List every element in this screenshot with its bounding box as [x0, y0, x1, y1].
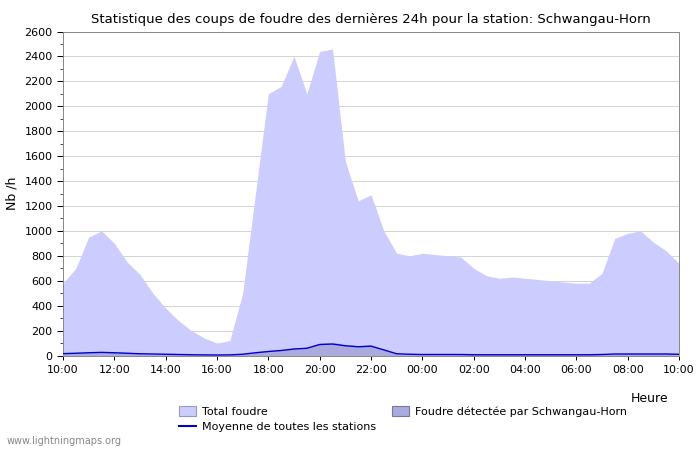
Y-axis label: Nb /h: Nb /h	[6, 177, 19, 210]
Text: www.lightningmaps.org: www.lightningmaps.org	[7, 436, 122, 446]
Legend: Total foudre, Moyenne de toutes les stations, Foudre détectée par Schwangau-Horn: Total foudre, Moyenne de toutes les stat…	[179, 406, 626, 432]
Title: Statistique des coups de foudre des dernières 24h pour la station: Schwangau-Hor: Statistique des coups de foudre des dern…	[91, 13, 651, 26]
Text: Heure: Heure	[631, 392, 668, 405]
